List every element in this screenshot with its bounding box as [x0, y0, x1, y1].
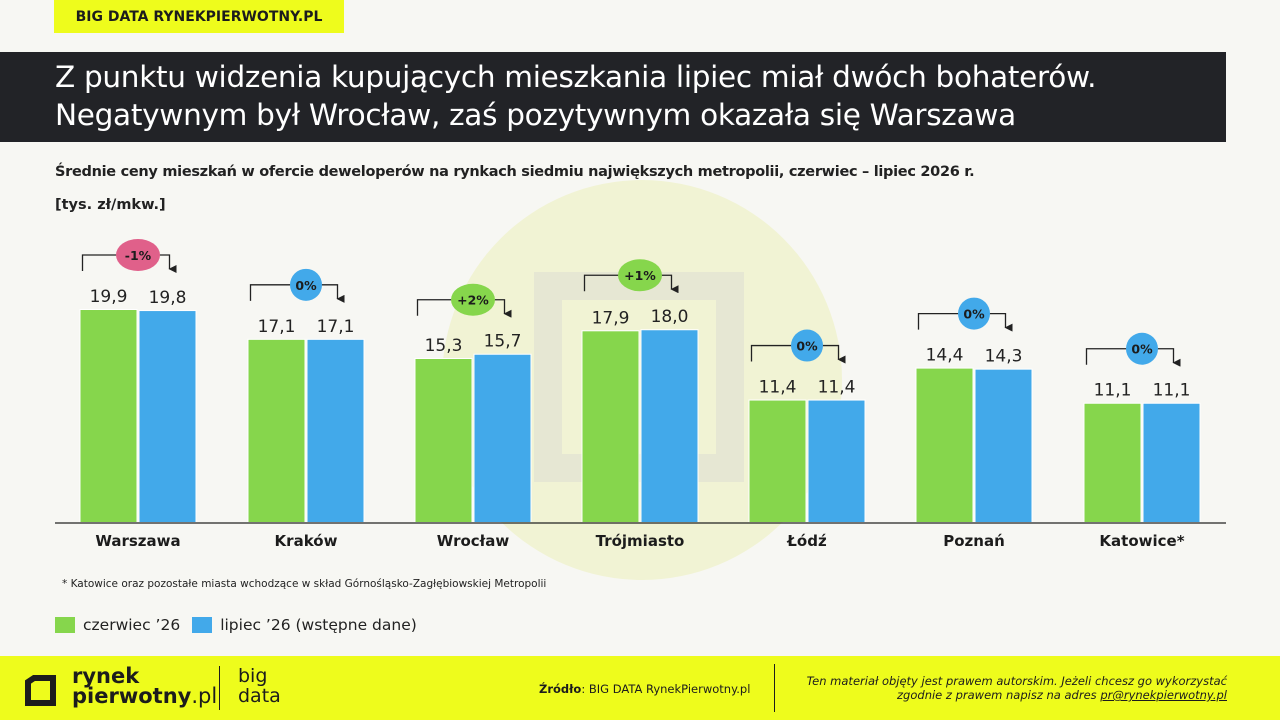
big-data-logo-text: big data — [238, 665, 281, 707]
watermark-logo — [534, 272, 744, 482]
headline: Z punktu widzenia kupujących mieszkania … — [0, 52, 1226, 142]
source-text: Źródło: BIG DATA RynekPierwotny.pl — [539, 682, 751, 696]
data-label-july: 18,0 — [651, 307, 689, 327]
legend-swatch-june — [55, 617, 75, 633]
change-label: 0% — [796, 339, 818, 354]
footer-divider — [774, 664, 775, 712]
data-label-july: 19,8 — [149, 288, 187, 308]
data-label-july: 11,4 — [818, 378, 856, 398]
change-badge — [116, 239, 160, 271]
change-label: +1% — [624, 268, 656, 283]
legend-swatch-july — [192, 617, 213, 633]
change-label: +2% — [457, 293, 489, 308]
rynekpierwotny-logo-text: rynek pierwotny.pl — [72, 664, 218, 708]
logo-divider — [219, 666, 220, 710]
data-label-june: 11,1 — [1094, 381, 1132, 401]
footnote: * Katowice oraz pozostałe miasta wchodzą… — [62, 578, 547, 590]
legend-label-july: lipiec ’26 (wstępne dane) — [220, 616, 417, 634]
legend: czerwiec ’26 lipiec ’26 (wstępne dane) — [55, 616, 429, 634]
data-label-june: 17,9 — [592, 308, 630, 328]
email-link[interactable]: pr@rynekpierwotny.pl — [1100, 688, 1227, 702]
bar-june-1 — [248, 339, 305, 522]
data-label-june: 11,4 — [759, 378, 797, 398]
category-label: Wrocław — [437, 532, 510, 550]
headline-line-1: Z punktu widzenia kupujących mieszkania … — [55, 60, 1097, 94]
bar-july-0 — [139, 311, 196, 522]
data-label-june: 19,9 — [90, 287, 128, 307]
rynekpierwotny-logo-icon — [25, 675, 56, 706]
change-badge — [618, 259, 662, 292]
chart-title: Średnie ceny mieszkań w ofercie dewelope… — [55, 164, 975, 180]
data-label-june: 14,4 — [926, 346, 964, 366]
legend-item-june: czerwiec ’26 — [55, 616, 180, 634]
bar-july-1 — [307, 339, 364, 522]
bar-july-2 — [474, 354, 531, 522]
data-label-july: 11,1 — [1153, 381, 1191, 401]
unit-label: [tys. zł/mkw.] — [55, 197, 166, 213]
data-label-june: 15,3 — [425, 336, 463, 356]
brand-tag: BIG DATA RYNEKPIERWOTNY.PL — [54, 0, 344, 33]
bar-june-2 — [415, 359, 472, 522]
bar-june-3 — [582, 331, 639, 522]
category-label: Łódź — [786, 532, 827, 550]
bar-june-4 — [749, 400, 806, 522]
bar-june-0 — [80, 310, 137, 522]
category-label: Kraków — [275, 532, 338, 550]
bar-july-5 — [975, 369, 1032, 522]
legend-item-july: lipiec ’26 (wstępne dane) — [192, 616, 417, 634]
change-badge — [791, 329, 823, 362]
change-badge — [451, 283, 495, 316]
change-label: 0% — [1131, 342, 1153, 357]
category-label: Trójmiasto — [596, 532, 685, 550]
data-label-july: 15,7 — [484, 332, 522, 352]
bar-july-3 — [641, 330, 698, 522]
change-label: 0% — [963, 307, 985, 322]
footer: rynek pierwotny.pl big data Źródło: BIG … — [0, 656, 1280, 720]
category-label: Poznań — [943, 532, 1005, 550]
headline-line-2: Negatywnym był Wrocław, zaś pozytywnym o… — [55, 98, 1016, 132]
copyright-notice: Ten materiał objęty jest prawem autorski… — [806, 674, 1227, 702]
data-label-july: 17,1 — [317, 317, 355, 337]
data-label-july: 14,3 — [985, 347, 1023, 367]
bar-june-6 — [1084, 403, 1141, 522]
bar-july-6 — [1143, 403, 1200, 522]
bar-june-5 — [916, 368, 973, 522]
category-label: Katowice* — [1099, 532, 1184, 550]
bar-july-4 — [808, 400, 865, 522]
change-label: 0% — [295, 278, 317, 293]
change-badge — [958, 297, 990, 330]
change-label: -1% — [125, 248, 152, 263]
category-label: Warszawa — [95, 532, 180, 550]
data-label-june: 17,1 — [258, 317, 296, 337]
change-badge — [290, 268, 322, 301]
legend-label-june: czerwiec ’26 — [83, 616, 181, 634]
change-badge — [1126, 332, 1158, 365]
